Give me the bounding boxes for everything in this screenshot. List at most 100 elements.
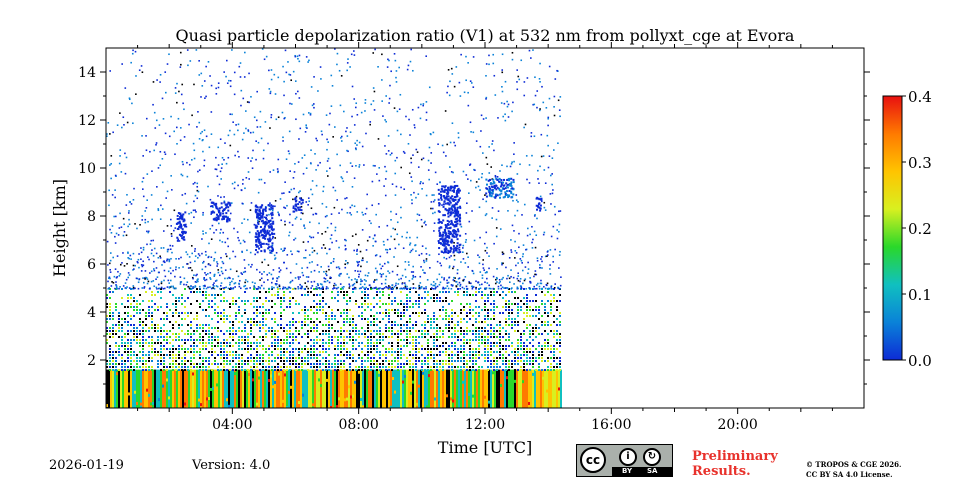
boundary-layer-pixel bbox=[505, 357, 507, 359]
boundary-layer-pixel bbox=[157, 327, 159, 329]
boundary-layer-pixel bbox=[208, 360, 210, 362]
boundary-layer-pixel bbox=[268, 366, 270, 368]
noise-pixel bbox=[209, 75, 211, 77]
boundary-layer-pixel bbox=[277, 354, 279, 356]
noise-pixel bbox=[263, 271, 265, 273]
boundary-layer-pixel bbox=[478, 342, 480, 344]
boundary-layer-pixel bbox=[412, 357, 414, 359]
boundary-layer-pixel bbox=[517, 306, 519, 308]
boundary-layer-pixel bbox=[151, 312, 153, 314]
boundary-layer-pixel bbox=[241, 336, 243, 338]
noise-pixel bbox=[530, 132, 533, 134]
noise-pixel bbox=[333, 258, 335, 260]
noise-pixel bbox=[401, 287, 404, 290]
noise-pixel bbox=[269, 171, 271, 173]
noise-pixel bbox=[558, 109, 561, 111]
surface-speckle bbox=[198, 398, 200, 402]
boundary-layer-pixel bbox=[172, 363, 174, 365]
noise-pixel bbox=[174, 227, 177, 229]
boundary-layer-pixel bbox=[526, 312, 528, 314]
boundary-layer-pixel bbox=[268, 348, 270, 350]
noise-pixel bbox=[533, 230, 536, 233]
boundary-layer-pixel bbox=[418, 360, 420, 362]
boundary-layer-pixel bbox=[547, 348, 549, 350]
boundary-layer-pixel bbox=[382, 363, 384, 365]
boundary-layer-pixel bbox=[511, 363, 513, 365]
surface-speckle bbox=[410, 391, 412, 395]
surface-speckle bbox=[502, 375, 504, 379]
noise-pixel bbox=[366, 261, 368, 263]
boundary-layer-pixel bbox=[265, 330, 267, 332]
noise-pixel bbox=[351, 186, 354, 188]
surface-speckle bbox=[248, 373, 250, 377]
noise-pixel bbox=[285, 158, 288, 161]
noise-pixel bbox=[353, 98, 356, 100]
boundary-layer-pixel bbox=[328, 318, 330, 320]
noise-pixel bbox=[215, 156, 217, 159]
surface-layer-column bbox=[108, 369, 110, 408]
boundary-layer-pixel bbox=[160, 363, 162, 365]
boundary-layer-pixel bbox=[475, 339, 477, 341]
boundary-layer-pixel bbox=[130, 360, 132, 362]
boundary-layer-pixel bbox=[559, 363, 561, 365]
boundary-layer-pixel bbox=[181, 348, 183, 350]
boundary-layer-pixel bbox=[547, 321, 549, 323]
boundary-layer-pixel bbox=[430, 321, 432, 323]
boundary-layer-pixel bbox=[214, 297, 216, 299]
boundary-layer-pixel bbox=[193, 318, 195, 320]
noise-pixel bbox=[157, 256, 160, 259]
boundary-layer-pixel bbox=[370, 336, 372, 338]
boundary-layer-pixel bbox=[493, 294, 495, 296]
boundary-layer-pixel bbox=[352, 330, 354, 332]
noise-pixel bbox=[292, 70, 295, 73]
boundary-layer-pixel bbox=[436, 348, 438, 350]
noise-pixel bbox=[163, 269, 166, 272]
boundary-layer-pixel bbox=[379, 327, 381, 329]
boundary-layer-pixel bbox=[307, 294, 309, 296]
noise-pixel bbox=[321, 202, 324, 205]
boundary-layer-pixel bbox=[364, 291, 366, 293]
noise-pixel bbox=[314, 287, 317, 290]
boundary-layer-pixel bbox=[130, 330, 132, 332]
boundary-layer-pixel bbox=[112, 363, 114, 365]
boundary-layer-pixel bbox=[334, 318, 336, 320]
noise-pixel bbox=[247, 130, 250, 133]
boundary-layer-pixel bbox=[553, 297, 555, 299]
noise-pixel bbox=[230, 288, 233, 290]
noise-pixel bbox=[365, 132, 367, 135]
noise-pixel bbox=[146, 243, 148, 246]
noise-pixel bbox=[132, 285, 135, 287]
boundary-layer-pixel bbox=[292, 324, 294, 326]
surface-layer-column bbox=[164, 369, 166, 408]
boundary-layer-pixel bbox=[169, 291, 171, 293]
boundary-layer-pixel bbox=[172, 303, 174, 305]
noise-pixel bbox=[139, 223, 141, 226]
surface-layer-column bbox=[324, 369, 326, 408]
boundary-layer-pixel bbox=[544, 330, 546, 332]
noise-pixel bbox=[210, 84, 213, 87]
noise-pixel bbox=[366, 193, 369, 196]
noise-pixel bbox=[193, 157, 196, 160]
noise-pixel bbox=[232, 287, 235, 289]
boundary-layer-pixel bbox=[334, 336, 336, 338]
surface-layer-column bbox=[412, 369, 414, 408]
boundary-layer-pixel bbox=[121, 342, 123, 344]
boundary-layer-pixel bbox=[205, 315, 207, 317]
boundary-layer-pixel bbox=[175, 357, 177, 359]
boundary-layer-pixel bbox=[331, 309, 333, 311]
noise-pixel bbox=[399, 93, 402, 96]
boundary-layer-pixel bbox=[277, 294, 279, 296]
boundary-layer-pixel bbox=[523, 342, 525, 344]
noise-pixel bbox=[241, 202, 244, 205]
boundary-layer-pixel bbox=[163, 339, 165, 341]
noise-pixel bbox=[475, 181, 478, 183]
noise-pixel bbox=[112, 131, 114, 134]
noise-pixel bbox=[222, 231, 225, 234]
boundary-layer-pixel bbox=[478, 333, 480, 335]
noise-pixel bbox=[403, 287, 406, 290]
boundary-layer-pixel bbox=[148, 306, 150, 308]
boundary-layer-pixel bbox=[499, 333, 501, 335]
boundary-layer-pixel bbox=[205, 297, 207, 299]
noise-pixel bbox=[488, 284, 490, 287]
noise-pixel bbox=[482, 118, 485, 120]
